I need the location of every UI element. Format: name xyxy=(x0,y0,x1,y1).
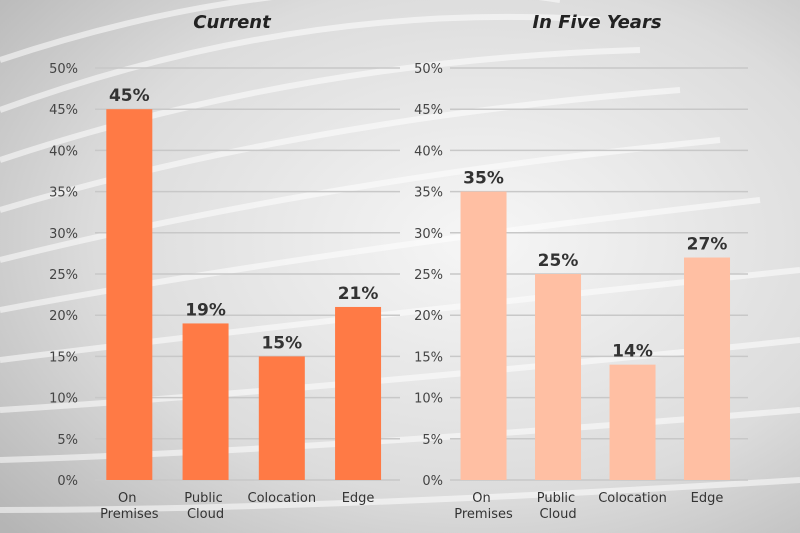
y-tick-label: 50% xyxy=(414,62,443,77)
y-tick-label: 20% xyxy=(49,309,78,324)
value-label: 19% xyxy=(185,300,226,320)
y-tick-label: 15% xyxy=(49,350,78,365)
value-label: 45% xyxy=(109,86,150,106)
x-tick-label: Public Cloud xyxy=(184,491,227,522)
y-tick-label: 5% xyxy=(422,433,443,448)
bar xyxy=(684,257,731,480)
bar xyxy=(335,306,382,480)
bar xyxy=(460,191,507,480)
y-tick-label: 50% xyxy=(49,62,78,77)
y-tick-label: 45% xyxy=(414,103,443,118)
x-tick-label: Colocation xyxy=(248,491,317,506)
y-tick-label: 0% xyxy=(57,474,78,489)
y-tick-label: 40% xyxy=(414,144,443,159)
x-tick-label: Colocation xyxy=(598,491,667,506)
x-tick-label: Edge xyxy=(342,491,375,506)
x-tick-label: Public Cloud xyxy=(537,491,580,522)
x-tick-label: Edge xyxy=(691,491,724,506)
value-label: 25% xyxy=(538,251,579,271)
bar xyxy=(609,364,656,480)
y-tick-label: 25% xyxy=(49,268,78,283)
y-tick-label: 35% xyxy=(414,186,443,201)
bar xyxy=(182,323,229,480)
bar xyxy=(106,109,153,480)
y-tick-label: 25% xyxy=(414,268,443,283)
bar xyxy=(258,356,305,480)
x-tick-label: On Premises xyxy=(454,491,513,522)
y-tick-label: 30% xyxy=(49,227,78,242)
y-tick-label: 30% xyxy=(414,227,443,242)
y-tick-label: 40% xyxy=(49,144,78,159)
value-label: 35% xyxy=(463,169,504,189)
y-tick-label: 20% xyxy=(414,309,443,324)
y-tick-label: 10% xyxy=(414,392,443,407)
bar xyxy=(535,274,582,480)
x-tick-label: On Premises xyxy=(100,491,159,522)
chart-title: Current xyxy=(193,12,272,33)
y-tick-label: 35% xyxy=(49,186,78,201)
y-tick-label: 0% xyxy=(422,474,443,489)
chart-title: In Five Years xyxy=(532,12,661,33)
value-label: 27% xyxy=(687,235,728,255)
y-tick-label: 10% xyxy=(49,392,78,407)
y-tick-label: 45% xyxy=(49,103,78,118)
y-tick-label: 5% xyxy=(57,433,78,448)
y-tick-label: 15% xyxy=(414,350,443,365)
value-label: 14% xyxy=(612,342,653,362)
value-label: 21% xyxy=(338,284,379,304)
value-label: 15% xyxy=(261,333,302,353)
